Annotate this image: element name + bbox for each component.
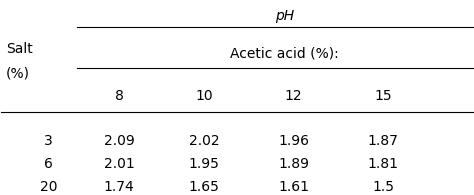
Text: 1.74: 1.74 <box>104 180 135 194</box>
Text: 1.61: 1.61 <box>278 180 309 194</box>
Text: 1.87: 1.87 <box>368 134 399 148</box>
Text: 1.95: 1.95 <box>189 157 219 171</box>
Text: 20: 20 <box>40 180 57 194</box>
Text: 2.09: 2.09 <box>104 134 135 148</box>
Text: 2.02: 2.02 <box>189 134 219 148</box>
Text: 1.89: 1.89 <box>278 157 309 171</box>
Text: 12: 12 <box>285 89 302 103</box>
Text: 15: 15 <box>374 89 392 103</box>
Text: 10: 10 <box>195 89 213 103</box>
Text: 8: 8 <box>115 89 124 103</box>
Text: 6: 6 <box>44 157 53 171</box>
Text: Salt: Salt <box>6 42 33 56</box>
Text: 3: 3 <box>44 134 53 148</box>
Text: (%): (%) <box>6 66 30 80</box>
Text: 1.96: 1.96 <box>278 134 309 148</box>
Text: 1.65: 1.65 <box>189 180 219 194</box>
Text: 2.01: 2.01 <box>104 157 135 171</box>
Text: pH: pH <box>274 9 294 23</box>
Text: 1.81: 1.81 <box>367 157 399 171</box>
Text: Acetic acid (%):: Acetic acid (%): <box>230 47 338 61</box>
Text: 1.5: 1.5 <box>372 180 394 194</box>
